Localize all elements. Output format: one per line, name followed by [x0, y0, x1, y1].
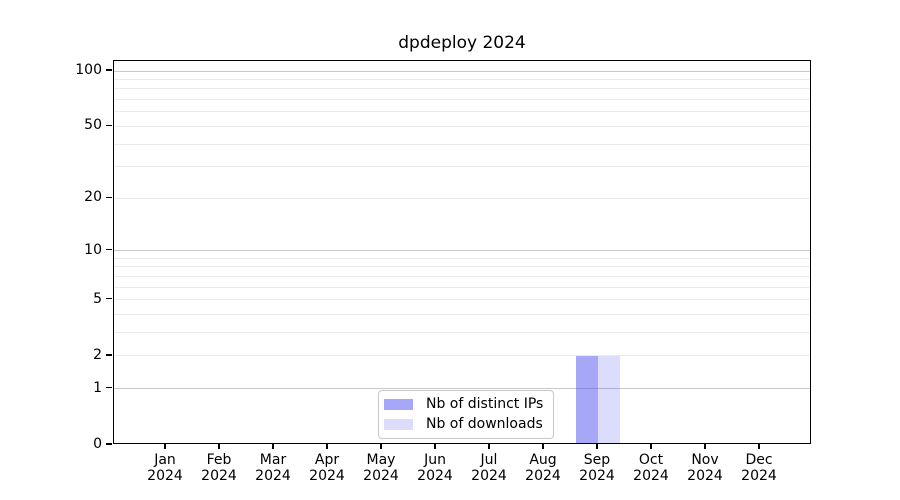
month-label: Jan	[154, 452, 176, 468]
gridline-minor	[114, 355, 810, 357]
year-label: 2024	[255, 468, 291, 484]
x-axis-tick-label: Dec 2024	[729, 452, 789, 484]
x-axis-tick-label: Jul 2024	[459, 452, 519, 484]
x-axis-tick-label: Jun 2024	[405, 452, 465, 484]
y-axis-tick	[106, 69, 112, 71]
gridline-minor	[114, 166, 810, 168]
month-label: Aug	[529, 452, 557, 468]
x-axis-tick-label: Sep 2024	[567, 452, 627, 484]
month-label: Nov	[691, 452, 719, 468]
year-label: 2024	[201, 468, 237, 484]
gridline-minor	[114, 88, 810, 90]
month-label: Feb	[206, 452, 232, 468]
y-axis-tick-label: 10	[84, 241, 102, 258]
gridline-minor	[114, 332, 810, 334]
x-axis-tick	[218, 444, 220, 449]
gridline-minor	[114, 78, 810, 80]
x-axis-tick	[650, 444, 652, 449]
y-axis-tick-label: 100	[75, 62, 102, 78]
y-axis-tick-label: 1	[93, 379, 102, 396]
x-axis-tick	[758, 444, 760, 449]
year-label: 2024	[633, 468, 669, 484]
x-axis-tick-label: Aug 2024	[513, 452, 573, 484]
legend-item: Nb of downloads	[384, 417, 543, 432]
gridline-major	[114, 70, 810, 72]
month-label: May	[366, 452, 396, 468]
gridline-minor	[114, 125, 810, 127]
gridline-minor	[114, 275, 810, 277]
year-label: 2024	[147, 468, 183, 484]
gridline-minor	[114, 99, 810, 101]
legend-item: Nb of distinct IPs	[384, 397, 543, 412]
gridline-minor	[114, 143, 810, 145]
month-label: Apr	[314, 452, 340, 468]
x-axis-tick	[488, 444, 490, 449]
month-label: Dec	[745, 452, 773, 468]
gridline-minor	[114, 314, 810, 316]
y-axis-tick	[106, 124, 112, 127]
year-label: 2024	[363, 468, 399, 484]
bar-distinct-ips	[576, 355, 598, 444]
chart-title: dpdeploy 2024	[398, 33, 526, 53]
year-label: 2024	[471, 468, 507, 484]
y-axis-tick	[106, 249, 112, 251]
x-axis-tick	[596, 444, 598, 449]
month-label: Jun	[424, 452, 446, 468]
x-axis-tick-label: Apr 2024	[297, 452, 357, 484]
y-axis-tick	[106, 387, 112, 389]
month-label: Jul	[480, 452, 498, 468]
legend-swatch-downloads	[384, 419, 413, 430]
y-axis-tick	[106, 443, 112, 445]
y-axis-tick	[106, 354, 112, 356]
gridline-minor	[114, 299, 810, 301]
year-label: 2024	[309, 468, 345, 484]
y-axis-tick-label: 2	[93, 346, 102, 363]
y-axis-tick	[106, 196, 112, 198]
gridline-minor	[114, 266, 810, 268]
x-axis-tick-label: May 2024	[351, 452, 411, 484]
y-axis-tick-label: 20	[84, 189, 102, 206]
x-axis-tick	[704, 444, 706, 449]
plot-area	[113, 60, 811, 444]
y-axis-tick	[106, 298, 112, 300]
legend-item-label: Nb of downloads	[426, 416, 543, 432]
gridline-minor	[114, 257, 810, 259]
gridline-major	[114, 388, 810, 390]
x-axis-tick	[164, 444, 166, 449]
year-label: 2024	[579, 468, 615, 484]
year-label: 2024	[525, 468, 561, 484]
year-label: 2024	[417, 468, 453, 484]
x-axis-tick	[542, 444, 544, 449]
year-label: 2024	[687, 468, 723, 484]
legend: Nb of distinct IPs Nb of downloads	[378, 390, 555, 439]
month-label: Sep	[583, 452, 611, 468]
gridline-minor	[114, 286, 810, 288]
x-axis-tick-label: Feb 2024	[189, 452, 249, 484]
x-axis-tick	[272, 444, 274, 449]
gridline-major	[114, 250, 810, 252]
x-axis-tick-label: Mar 2024	[243, 452, 303, 484]
x-axis-tick	[434, 444, 436, 449]
x-axis-tick	[380, 444, 382, 449]
month-label: Oct	[638, 452, 664, 468]
bar-downloads	[598, 355, 620, 444]
legend-swatch-distinct-ips	[384, 399, 413, 410]
x-axis-tick-label: Oct 2024	[621, 452, 681, 484]
legend-item-label: Nb of distinct IPs	[426, 396, 544, 412]
x-axis-tick-label: Jan 2024	[135, 452, 195, 484]
y-axis-tick-label: 0	[93, 436, 102, 452]
year-label: 2024	[741, 468, 777, 484]
month-label: Mar	[259, 452, 287, 468]
y-axis-tick-label: 5	[93, 290, 102, 307]
x-axis-tick	[326, 444, 328, 449]
gridline-minor	[114, 111, 810, 113]
gridline-minor	[114, 197, 810, 199]
y-axis-tick-label: 50	[84, 117, 102, 134]
x-axis-tick-label: Nov 2024	[675, 452, 735, 484]
